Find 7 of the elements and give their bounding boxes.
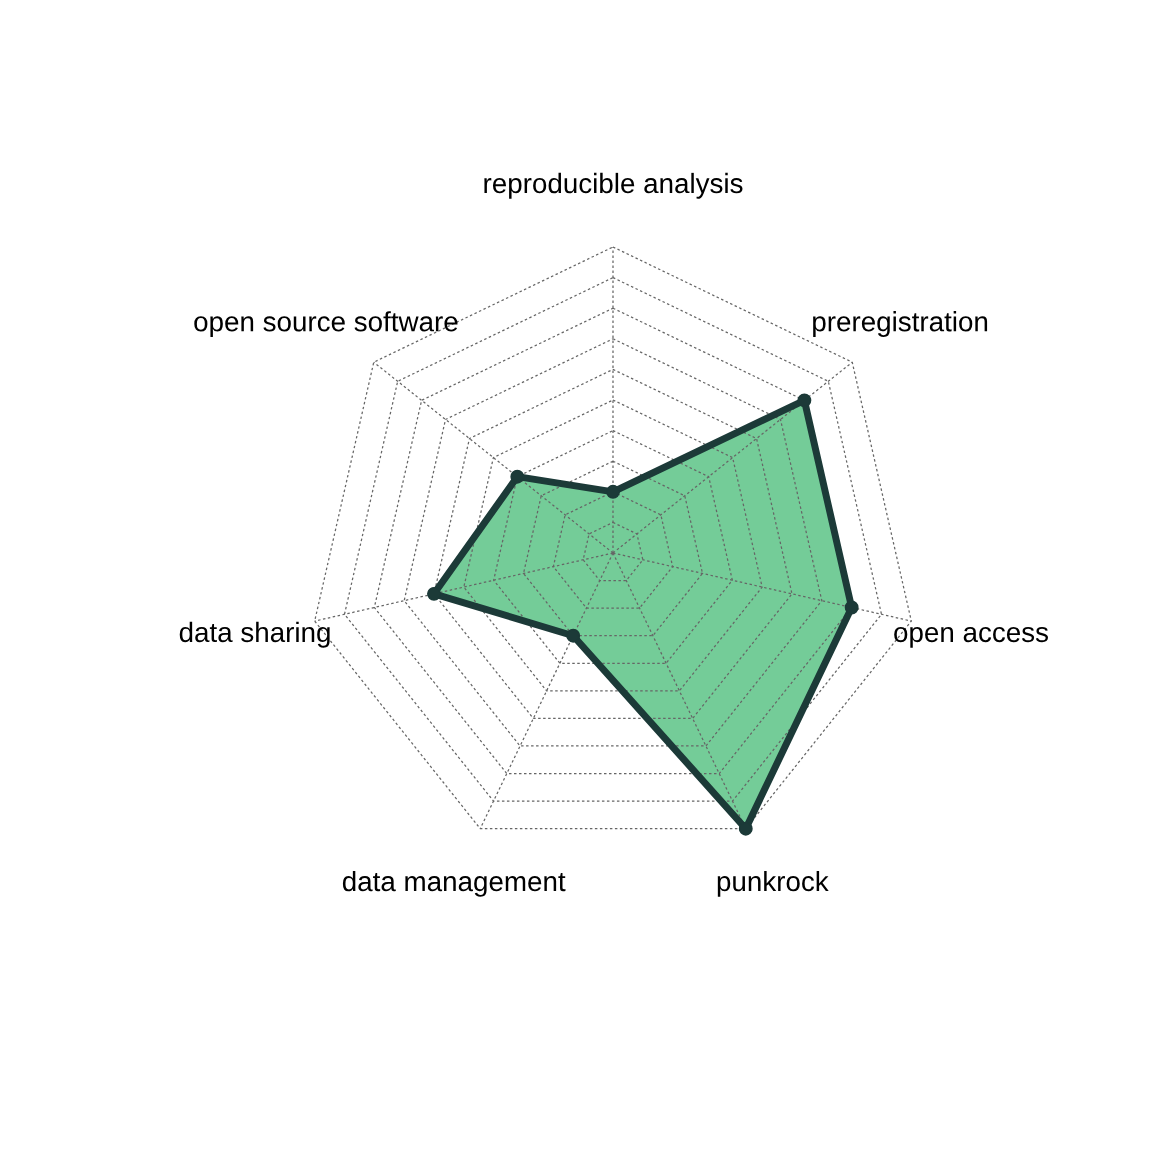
spoke-label: data sharing xyxy=(179,621,330,648)
spoke-label: punkrock xyxy=(717,870,829,897)
spoke-label: data management xyxy=(342,870,566,897)
spoke-label: reproducible analysis xyxy=(484,172,743,199)
spoke-label: preregistration xyxy=(813,311,988,337)
spoke-label: open source software xyxy=(194,311,458,337)
spoke-label: open access xyxy=(894,626,1048,648)
